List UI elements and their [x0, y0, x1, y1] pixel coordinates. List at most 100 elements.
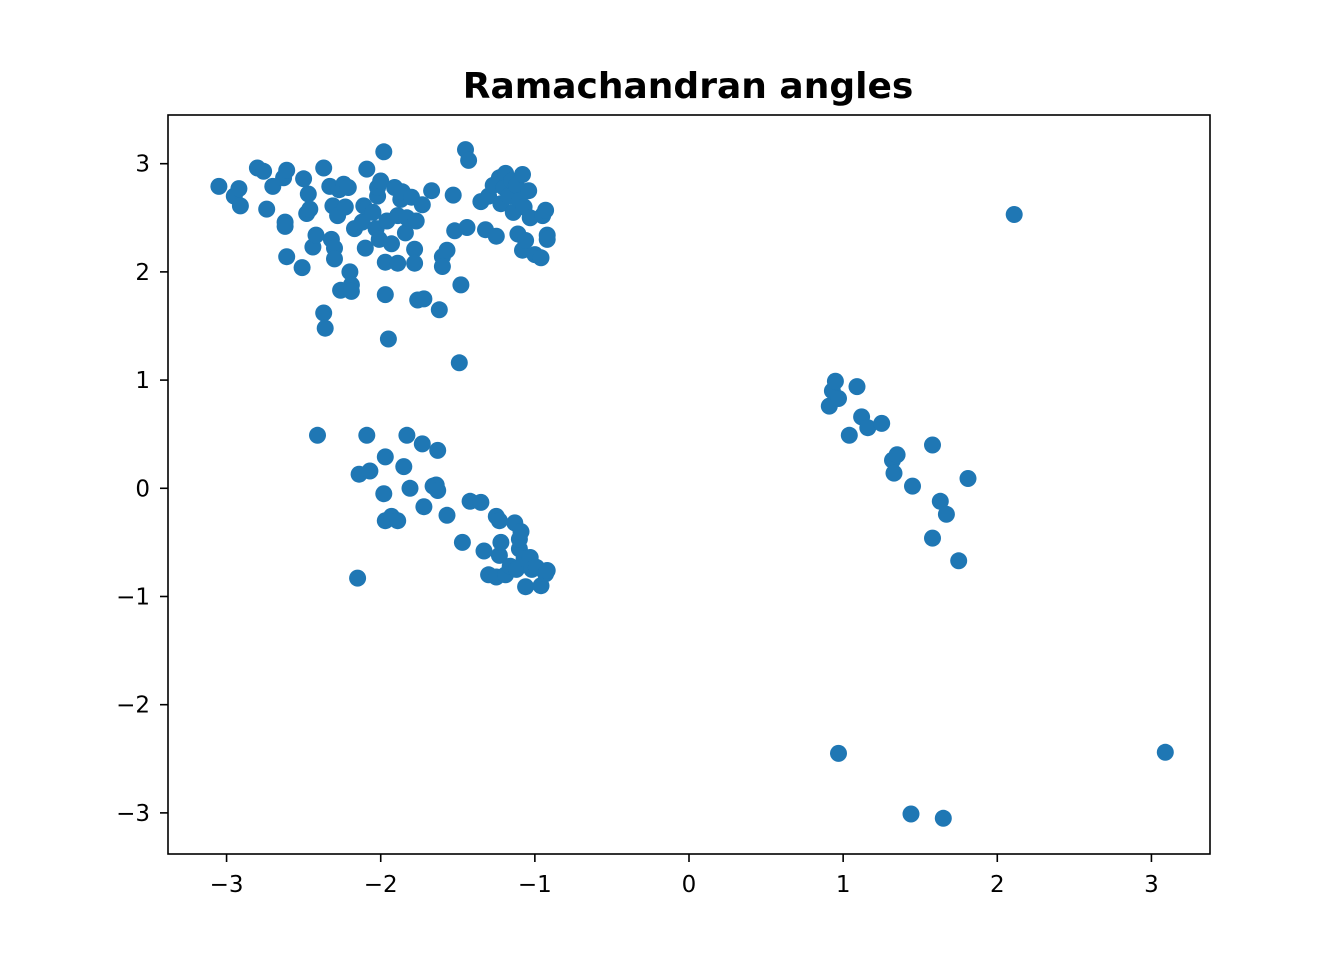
data-point — [389, 254, 407, 272]
data-point — [517, 578, 535, 596]
y-tick-label: −1 — [116, 584, 150, 610]
data-point — [830, 744, 847, 762]
data-point — [430, 301, 448, 319]
data-point — [210, 177, 228, 195]
data-point — [336, 198, 354, 216]
data-point — [492, 533, 510, 551]
data-point — [460, 151, 478, 169]
data-point — [902, 805, 920, 823]
data-point — [396, 224, 414, 242]
data-point — [429, 441, 447, 459]
data-point — [255, 162, 273, 180]
data-point — [401, 479, 419, 497]
data-point — [375, 485, 393, 503]
data-point — [278, 161, 296, 179]
data-point — [490, 546, 508, 564]
data-point — [413, 435, 431, 453]
x-tick-label: 1 — [836, 872, 851, 898]
data-point — [433, 258, 451, 275]
data-point — [278, 248, 296, 266]
x-tick-label: 2 — [990, 872, 1005, 898]
data-point — [452, 276, 470, 294]
data-point — [924, 436, 941, 454]
data-point — [438, 506, 456, 524]
data-point — [438, 241, 456, 259]
data-point — [487, 227, 505, 245]
data-point — [475, 542, 493, 560]
data-point — [258, 200, 276, 218]
data-point — [299, 185, 317, 203]
data-point — [358, 426, 376, 444]
data-point — [472, 493, 490, 511]
data-point — [937, 505, 955, 523]
data-point — [376, 448, 394, 466]
data-point — [309, 426, 326, 444]
data-point — [376, 286, 394, 304]
data-point — [376, 253, 394, 271]
data-point — [429, 482, 447, 499]
data-point — [293, 259, 311, 277]
data-point — [398, 426, 416, 444]
data-point — [904, 477, 921, 495]
data-point — [934, 809, 952, 827]
data-point — [1156, 743, 1174, 761]
data-point — [406, 254, 424, 272]
x-tick-label: −2 — [364, 872, 398, 898]
data-point — [826, 372, 844, 390]
data-point — [423, 182, 441, 200]
data-point — [353, 213, 371, 231]
data-point — [342, 282, 360, 300]
data-point — [307, 226, 325, 244]
data-point — [315, 304, 333, 322]
data-point — [514, 166, 531, 183]
data-point — [450, 354, 468, 372]
data-point — [339, 179, 357, 196]
data-point — [379, 330, 397, 348]
data-point — [859, 419, 877, 437]
data-point — [375, 143, 393, 161]
data-point — [520, 182, 538, 200]
x-tick-label: −3 — [210, 872, 244, 898]
data-point — [326, 250, 343, 268]
data-point — [512, 523, 530, 541]
data-point — [316, 319, 334, 337]
data-point — [840, 426, 858, 444]
data-point — [950, 552, 968, 570]
data-point — [444, 186, 462, 204]
data-point — [453, 533, 471, 551]
data-point — [458, 219, 476, 236]
data-points — [210, 141, 1174, 827]
x-tick-label: 3 — [1144, 872, 1159, 898]
data-point — [341, 263, 359, 281]
data-point — [830, 390, 847, 407]
x-tick-label: −1 — [518, 872, 552, 898]
y-tick-label: 3 — [135, 152, 150, 178]
data-point — [532, 249, 550, 267]
data-point — [888, 446, 906, 464]
data-point — [276, 217, 294, 235]
data-point — [230, 180, 248, 198]
y-tick-label: −2 — [116, 693, 150, 719]
data-point — [231, 197, 249, 215]
y-tick-label: 1 — [135, 368, 150, 394]
y-axis: −3 −2 −1 0 1 2 3 — [116, 152, 168, 827]
data-point — [372, 172, 390, 190]
data-point — [959, 470, 977, 487]
data-point — [848, 378, 866, 396]
data-point — [1005, 206, 1023, 223]
y-tick-label: 2 — [135, 260, 150, 286]
data-point — [364, 203, 382, 221]
x-axis: −3 −2 −1 0 1 2 3 — [210, 854, 1159, 898]
data-point — [415, 290, 433, 308]
data-point — [301, 200, 319, 218]
data-point — [315, 159, 333, 177]
data-point — [873, 414, 891, 432]
y-tick-label: 0 — [135, 476, 150, 502]
data-point — [517, 232, 535, 249]
data-point — [407, 212, 425, 230]
chart-title: Ramachandran angles — [463, 66, 914, 107]
data-point — [295, 170, 313, 188]
data-point — [361, 462, 379, 480]
data-point — [931, 492, 949, 510]
data-point — [924, 529, 941, 547]
